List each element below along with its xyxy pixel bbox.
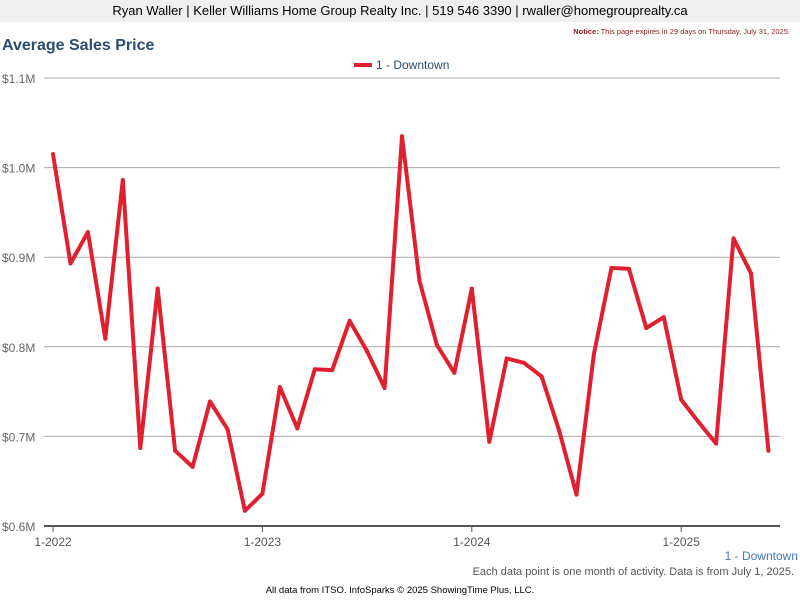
data-point (539, 374, 544, 379)
y-tick-label: $1.1M (2, 72, 35, 86)
data-point (400, 134, 404, 139)
data-point (382, 386, 387, 391)
legend-label: 1 - Downtown (376, 58, 450, 72)
data-point (626, 266, 631, 271)
data-point (51, 152, 55, 157)
y-tick-label: $0.7M (2, 430, 35, 444)
data-point (766, 448, 771, 453)
data-point (522, 360, 527, 365)
y-tick-label: $0.8M (2, 341, 35, 355)
contact-header: Ryan Waller | Keller Williams Home Group… (0, 0, 800, 22)
data-point (696, 420, 701, 425)
data-point (591, 351, 596, 356)
data-point (295, 426, 300, 431)
data-point (225, 427, 230, 432)
data-point (469, 286, 474, 291)
y-tick-label: $0.6M (2, 520, 35, 534)
x-tick-label: 1-2025 (663, 535, 701, 549)
x-tick-label: 1-2024 (453, 535, 491, 549)
chart-legend[interactable]: 1 - Downtown (354, 58, 449, 72)
data-point (155, 286, 160, 291)
data-point (574, 492, 579, 497)
data-point (504, 356, 509, 361)
data-point (330, 368, 335, 373)
data-point (679, 397, 684, 402)
data-point (731, 236, 736, 241)
expiry-notice: Notice: This page expires in 29 days on … (573, 27, 790, 36)
data-point (714, 441, 719, 446)
y-tick-label: $0.9M (2, 251, 35, 265)
data-point (749, 271, 753, 276)
bottom-legend-label[interactable]: 1 - Downtown (724, 549, 798, 563)
data-point (120, 178, 125, 183)
data-point (68, 261, 73, 266)
data-point (138, 446, 143, 451)
notice-text: This page expires in 29 days on Thursday… (598, 27, 790, 36)
data-point (557, 428, 562, 433)
legend-swatch (354, 63, 372, 67)
data-point (208, 399, 213, 404)
data-point (661, 315, 666, 320)
data-point (347, 318, 352, 323)
chart-title: Average Sales Price (2, 37, 155, 54)
data-point (277, 385, 282, 390)
data-point (173, 448, 178, 453)
data-note: Each data point is one month of activity… (472, 566, 794, 578)
data-point (260, 491, 265, 496)
data-point (417, 278, 422, 283)
data-point (609, 265, 614, 270)
data-point (644, 325, 649, 330)
data-point (85, 230, 90, 235)
footer-credit: All data from ITSO. InfoSparks © 2025 Sh… (265, 585, 535, 596)
data-point (452, 370, 457, 375)
x-tick-label: 1-2023 (244, 535, 282, 549)
notice-label: Notice: (573, 27, 599, 36)
data-point (365, 349, 370, 354)
data-point (487, 439, 492, 444)
series-line-downtown (51, 134, 771, 513)
x-tick-label: 1-2022 (34, 535, 72, 549)
data-point (434, 343, 439, 348)
data-point (103, 336, 108, 341)
data-point (312, 367, 317, 372)
data-point (190, 464, 195, 469)
y-tick-label: $1.0M (2, 162, 35, 176)
data-point (242, 508, 247, 513)
